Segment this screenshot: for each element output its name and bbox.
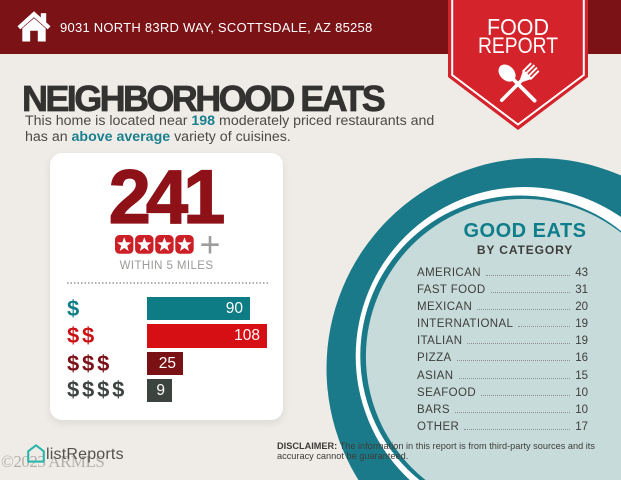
svg-text:REPORT: REPORT bbox=[478, 33, 558, 58]
svg-text:FOOD: FOOD bbox=[487, 14, 549, 40]
